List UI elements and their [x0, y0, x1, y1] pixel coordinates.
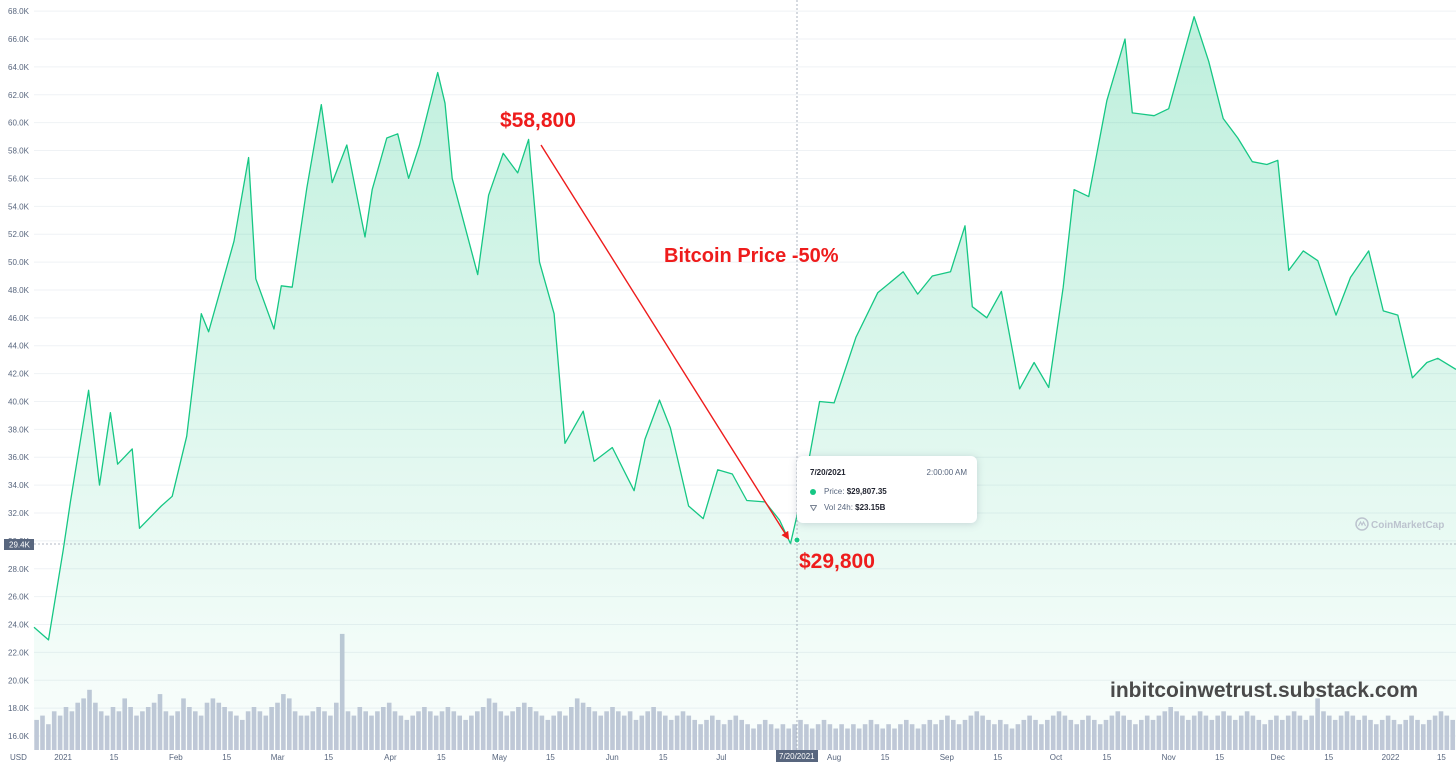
hover-point	[793, 536, 801, 544]
x-tick-label: 15	[993, 753, 1002, 762]
crosshair-date-label: 7/20/2021	[779, 752, 815, 761]
y-tick-label: 24.0K	[8, 621, 30, 630]
coinmarketcap-icon	[1355, 517, 1369, 531]
y-tick-label: 20.0K	[8, 676, 30, 685]
x-tick-label: 15	[1215, 753, 1224, 762]
crosshair-price-badge	[4, 539, 34, 550]
x-tick-label: 15	[546, 753, 555, 762]
y-tick-label: 54.0K	[8, 202, 30, 211]
x-tick-label: Apr	[384, 753, 397, 762]
tooltip-volume-row: Vol 24h: $23.15B	[810, 503, 885, 512]
tooltip-date: 7/20/2021	[810, 468, 846, 477]
x-tick-label: 15	[110, 753, 119, 762]
x-tick-label: 15	[324, 753, 333, 762]
x-tick-label: May	[492, 753, 507, 762]
y-tick-label: 28.0K	[8, 565, 30, 574]
x-tick-label: Sep	[940, 753, 955, 762]
coinmarketcap-logo: CoinMarketCap	[1355, 517, 1444, 531]
y-tick-label: 32.0K	[8, 509, 30, 518]
y-tick-label: 52.0K	[8, 230, 30, 239]
y-tick-label: 46.0K	[8, 314, 30, 323]
x-tick-label: Jul	[716, 753, 726, 762]
x-tick-label: 15	[659, 753, 668, 762]
tooltip-price-row: Price: $29,807.35	[810, 487, 887, 496]
y-tick-label: 66.0K	[8, 35, 30, 44]
x-tick-label: 15	[1324, 753, 1333, 762]
coinmarketcap-icon-mark	[1358, 520, 1366, 527]
y-tick-label: 16.0K	[8, 732, 30, 741]
x-tick-label: 15	[1102, 753, 1111, 762]
y-axis: 16.0K18.0K20.0K22.0K24.0K26.0K28.0K30.0K…	[8, 7, 30, 741]
y-tick-label: 58.0K	[8, 147, 30, 156]
y-tick-label: 48.0K	[8, 286, 30, 295]
price-line[interactable]	[33, 16, 1456, 641]
y-tick-label: 62.0K	[8, 91, 30, 100]
y-tick-label: 50.0K	[8, 258, 30, 267]
x-tick-label: Dec	[1271, 753, 1285, 762]
tooltip: 7/20/2021 2:00:00 AM Price: $29,807.35 V…	[797, 456, 977, 523]
tooltip-price-value: $29,807.35	[846, 487, 887, 496]
x-tick-label: Nov	[1162, 753, 1176, 762]
y-tick-label: 38.0K	[8, 425, 30, 434]
crosshair-date-badge	[776, 750, 818, 762]
y-tick-label: 42.0K	[8, 370, 30, 379]
x-tick-label: Aug	[827, 753, 841, 762]
x-tick-label: 2022	[1382, 753, 1400, 762]
y-tick-label: 68.0K	[8, 7, 30, 16]
x-tick-label: 2021	[54, 753, 72, 762]
y-tick-label: 64.0K	[8, 63, 30, 72]
low-price-label: $29,800	[799, 550, 875, 573]
tooltip-volume-label: Vol 24h:	[824, 503, 853, 512]
drop-arrow	[540, 144, 790, 540]
y-tick-label: 56.0K	[8, 174, 30, 183]
x-axis: 2021 15 Feb 15 Mar 15 Apr 15 May 15 Jun 15 Jul Aug 15 S…	[54, 753, 1446, 762]
y-tick-label: 26.0K	[8, 593, 30, 602]
y-tick-label: 34.0K	[8, 481, 30, 490]
x-tick-label: 15	[437, 753, 446, 762]
y-tick-label: 22.0K	[8, 648, 30, 657]
y-tick-label: 44.0K	[8, 342, 30, 351]
x-tick-label: Oct	[1050, 753, 1063, 762]
price-dot-icon	[810, 488, 816, 495]
tooltip-volume-value: $23.15B	[855, 503, 886, 512]
coinmarketcap-text: CoinMarketCap	[1371, 520, 1444, 531]
x-tick-label: 15	[881, 753, 890, 762]
volume-icon	[810, 504, 817, 511]
x-tick-label: 15	[1437, 753, 1446, 762]
y-tick-label: 60.0K	[8, 119, 30, 128]
substack-watermark: inbitcoinwetrust.substack.com	[1110, 679, 1418, 702]
tooltip-price-label: Price:	[824, 487, 845, 496]
crosshair-price-label: 29.4K	[9, 541, 31, 550]
x-tick-label: Jun	[606, 753, 619, 762]
y-tick-label: 40.0K	[8, 397, 30, 406]
high-price-label: $58,800	[500, 109, 576, 132]
price-area-fill	[34, 16, 1456, 750]
tooltip-time: 2:00:00 AM	[926, 468, 967, 477]
drop-percent-label: Bitcoin Price -50%	[664, 245, 839, 267]
currency-label: USD	[10, 753, 27, 762]
x-tick-label: 15	[222, 753, 231, 762]
y-tick-label: 36.0K	[8, 453, 30, 462]
x-tick-label: Feb	[169, 753, 183, 762]
y-tick-label: 18.0K	[8, 704, 30, 713]
x-tick-label: Mar	[271, 753, 285, 762]
